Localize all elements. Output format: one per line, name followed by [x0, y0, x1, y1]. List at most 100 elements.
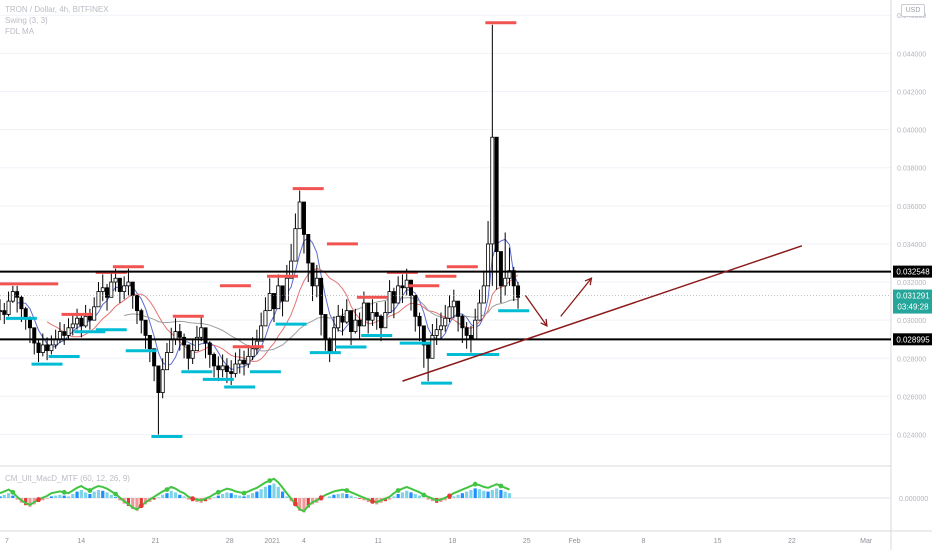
candle-body [276, 285, 281, 310]
macd-histogram-bar [473, 488, 477, 498]
macd-histogram-bar [392, 496, 396, 498]
currency-button[interactable]: USD [901, 4, 925, 17]
candle-body [353, 319, 358, 332]
candle-body [87, 315, 92, 321]
macd-histogram-bar [413, 494, 417, 498]
macd-histogram-bar [362, 498, 366, 501]
candle-body [391, 291, 396, 304]
candle-body [62, 331, 67, 336]
candle-body [224, 365, 229, 373]
candle-body [438, 325, 443, 331]
candle-body [297, 201, 302, 230]
candle-body [366, 302, 371, 321]
macd-cross-dot [36, 497, 41, 502]
macd-cross-dot [472, 481, 478, 487]
macd-cross-dot [87, 488, 93, 493]
macd-histogram-bar [54, 495, 58, 498]
macd-cross-dot [113, 491, 118, 497]
macd-histogram-bar [156, 497, 161, 498]
macd-histogram-bar [276, 486, 280, 498]
y-axis-labels: 0.024000 0.026000 0.028000 0.030000 0.032000… [897, 13, 926, 439]
candle-body [310, 262, 315, 287]
candle-body [23, 308, 28, 319]
candle-body [370, 312, 375, 321]
projection-arrow-head [584, 277, 593, 286]
macd-histogram-bar [139, 498, 143, 508]
macd-histogram-bar [62, 495, 66, 498]
candle-body [203, 327, 208, 344]
y-tick-label: 0.024000 [897, 433, 926, 440]
macd-histogram-bar [306, 498, 310, 508]
candle-body [79, 317, 84, 327]
macd-histogram-bar [58, 494, 62, 498]
candle-body [57, 331, 62, 340]
x-tick-label: 4 [302, 538, 306, 545]
candle-body [246, 355, 251, 365]
candle-body [421, 325, 426, 346]
candle-body [242, 359, 247, 365]
candle-body [413, 294, 418, 317]
candle-body [464, 327, 469, 336]
macd-cross-dot [190, 496, 196, 501]
macd-cross-dot [61, 489, 67, 495]
macd-histogram-bar [66, 496, 71, 498]
candle-body [152, 348, 157, 367]
y-tick-label: 0.042000 [897, 89, 926, 96]
candle-body [383, 312, 388, 329]
candle-body [40, 344, 45, 353]
candle-body [314, 277, 319, 287]
trend-drawings[interactable] [402, 245, 803, 382]
candle-body [340, 315, 345, 323]
candle-body [66, 327, 71, 336]
macd-histogram-bar [212, 497, 216, 498]
current-price-tag [893, 289, 932, 314]
x-tick-label: 11 [375, 538, 382, 545]
candle-body [357, 319, 362, 327]
macd-histogram-bar [118, 498, 122, 501]
candle-body [250, 348, 255, 357]
macd-histogram-bar [152, 498, 156, 500]
macd-cross-dot [241, 490, 247, 496]
macd-histogram-bar [272, 483, 276, 498]
candle-body [156, 365, 161, 393]
macd-histogram-bar [495, 488, 499, 498]
candle-body [336, 315, 341, 329]
candle-body [447, 306, 452, 319]
macd-histogram-bar [6, 493, 11, 498]
x-tick-label: 7 [5, 538, 9, 545]
candle-body [237, 359, 242, 365]
macd-cross-dot [344, 488, 350, 493]
macd-histogram-bar [400, 492, 405, 498]
macd-histogram-bar [456, 494, 460, 498]
candle-body [486, 243, 491, 287]
y-tick-label: 0.038000 [897, 166, 926, 173]
macd-histogram-bar [465, 491, 469, 498]
x-tick-label: 8 [641, 538, 645, 545]
macd-histogram-bar [499, 490, 503, 498]
candle-body [490, 136, 495, 245]
macd-histogram-bar [460, 493, 464, 498]
candle-body [177, 331, 182, 338]
macd-histogram-bar [15, 498, 19, 500]
candle-body [216, 365, 221, 371]
x-tick-label: 2021 [264, 538, 280, 545]
macd-cross-dot [370, 498, 375, 504]
macd-histogram-bar [0, 496, 2, 498]
macd-histogram-bar [486, 491, 490, 498]
moving-averages [17, 237, 519, 370]
candle-body [134, 294, 139, 312]
level-price-label: 0.028995 [896, 335, 930, 344]
y-tick-label: 0.032000 [897, 280, 926, 287]
horizontal-levels[interactable] [0, 270, 891, 341]
macd-histogram-bar [387, 498, 392, 500]
level-price-label: 0.032548 [896, 268, 930, 277]
candle-body [199, 327, 204, 338]
macd-histogram-bar [113, 497, 118, 498]
oscillator-legend: CM_Ult_MacD_MTF (60, 12, 26, 9) [5, 474, 130, 483]
candle-body [516, 285, 521, 298]
candle-body [96, 291, 101, 308]
macd-histogram-bar [165, 493, 169, 498]
candle-body [143, 319, 148, 336]
moving-average-line [46, 267, 519, 363]
